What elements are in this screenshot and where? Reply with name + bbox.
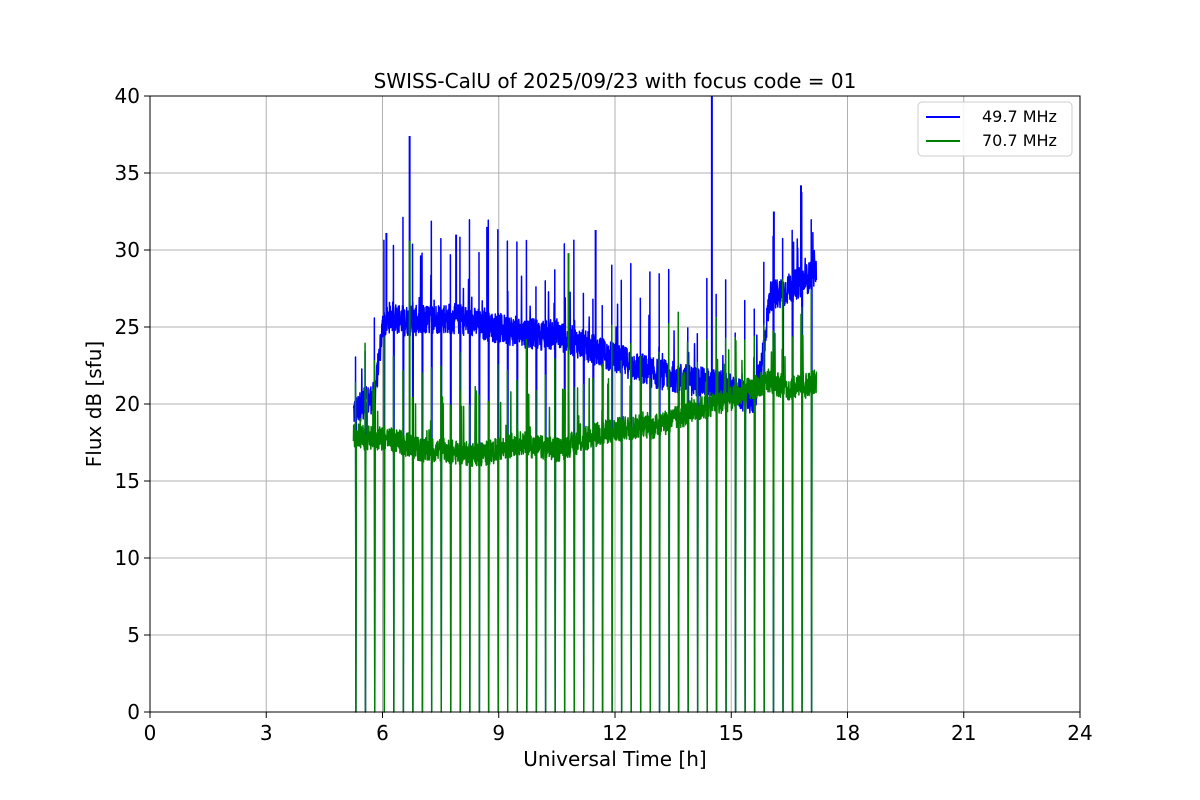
x-tick-label: 3 bbox=[260, 721, 273, 745]
series-line-70-7-mhz bbox=[352, 278, 818, 713]
chart-title: SWISS-CalU of 2025/09/23 with focus code… bbox=[374, 69, 857, 93]
legend-box bbox=[917, 101, 1073, 157]
legend-label-49-7: 49.7 MHz bbox=[982, 107, 1057, 126]
x-tick-label: 18 bbox=[835, 721, 860, 745]
legend-label-70-7: 70.7 MHz bbox=[982, 131, 1057, 150]
y-tick-label: 25 bbox=[115, 315, 140, 339]
y-tick-label: 35 bbox=[115, 161, 140, 185]
x-tick-label: 6 bbox=[376, 721, 389, 745]
y-tick-label: 30 bbox=[115, 238, 140, 262]
x-tick-label: 15 bbox=[719, 721, 744, 745]
x-tick-label: 24 bbox=[1067, 721, 1092, 745]
x-tick-label: 21 bbox=[951, 721, 976, 745]
series-line-49-7-mhz bbox=[352, 191, 818, 713]
axis-ticks: 0 3 6 9 12 15 18 21 24 0 5 10 15 20 25 30 35 40 bbox=[115, 84, 1093, 745]
y-tick-label: 5 bbox=[127, 623, 140, 647]
y-axis-label: Flux dB [sfu] bbox=[82, 341, 106, 467]
y-tick-label: 40 bbox=[115, 84, 140, 108]
y-tick-label: 10 bbox=[115, 546, 140, 570]
x-axis-label: Universal Time [h] bbox=[523, 747, 706, 771]
y-tick-label: 0 bbox=[127, 700, 140, 724]
grid bbox=[149, 95, 1081, 713]
legend: 49.7 MHz 70.7 MHz bbox=[917, 101, 1073, 157]
y-tick-label: 20 bbox=[115, 392, 140, 416]
x-tick-label: 0 bbox=[144, 721, 157, 745]
y-tick-label: 15 bbox=[115, 469, 140, 493]
x-tick-label: 12 bbox=[602, 721, 627, 745]
x-tick-label: 9 bbox=[492, 721, 505, 745]
plot-data bbox=[352, 96, 818, 713]
